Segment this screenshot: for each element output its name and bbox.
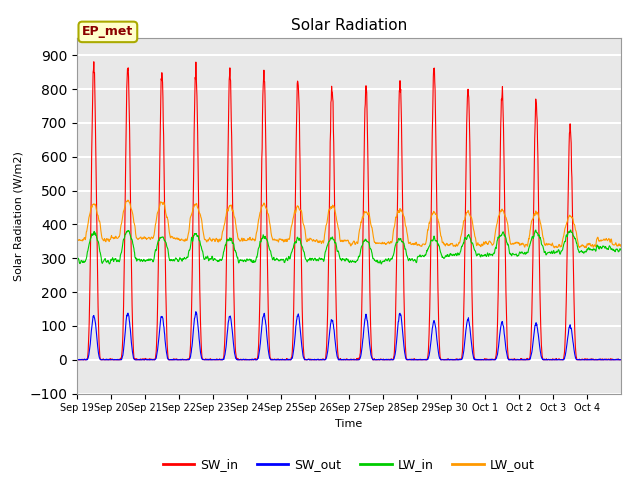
X-axis label: Time: Time (335, 419, 362, 429)
LW_in (324, 240, 332, 246)
LW_in (477, 252, 485, 258)
SW_in (73, 357, 81, 363)
LW_in (532, 227, 540, 233)
SW_out (611, 357, 618, 363)
LW_in (158, 235, 166, 240)
SW_in (90, 59, 98, 65)
SW_in (557, 357, 564, 362)
LW_in (335, 248, 342, 254)
LW_in (617, 247, 625, 253)
LW_out (73, 237, 81, 243)
LW_out (158, 200, 166, 205)
Text: EP_met: EP_met (82, 25, 134, 38)
SW_out (557, 357, 565, 362)
LW_out (617, 243, 625, 249)
Line: LW_in: LW_in (77, 230, 621, 264)
Line: LW_out: LW_out (77, 200, 621, 248)
SW_in (158, 74, 166, 80)
LW_in (378, 261, 385, 267)
LW_out (582, 245, 590, 251)
SW_out (325, 338, 333, 344)
SW_in (335, 356, 342, 362)
SW_out (158, 314, 166, 320)
SW_out (192, 309, 200, 314)
LW_in (73, 259, 81, 265)
LW_out (477, 242, 485, 248)
LW_out (324, 209, 332, 215)
LW_out (335, 226, 342, 232)
SW_out (617, 357, 625, 363)
LW_out (611, 242, 618, 248)
LW_in (557, 248, 565, 254)
SW_in (617, 357, 625, 363)
Line: SW_out: SW_out (77, 312, 621, 360)
Legend: SW_in, SW_out, LW_in, LW_out: SW_in, SW_out, LW_in, LW_out (158, 453, 540, 476)
LW_out (557, 244, 564, 250)
SW_out (477, 357, 485, 363)
Title: Solar Radiation: Solar Radiation (291, 18, 407, 33)
LW_in (611, 248, 618, 253)
SW_in (610, 357, 618, 363)
SW_out (73, 357, 81, 362)
Line: SW_in: SW_in (77, 62, 621, 360)
SW_in (324, 266, 332, 272)
SW_in (477, 357, 485, 363)
SW_out (335, 357, 343, 363)
SW_out (74, 357, 82, 363)
Y-axis label: Solar Radiation (W/m2): Solar Radiation (W/m2) (13, 151, 24, 281)
LW_out (124, 197, 132, 203)
